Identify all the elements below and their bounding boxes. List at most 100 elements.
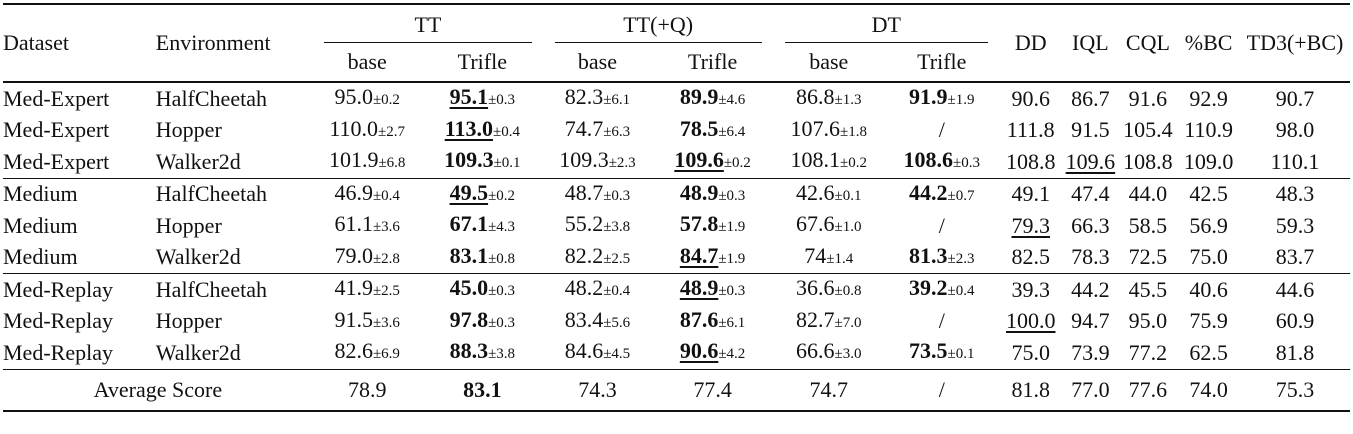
cell-value: 62.5: [1189, 339, 1228, 365]
cell-value: 40.6: [1189, 276, 1228, 302]
baseline-cell: 78.3: [1062, 242, 1119, 274]
score-cell: 101.9±6.8: [313, 146, 422, 178]
cell-std: ±1.9: [947, 92, 975, 108]
cell-value: 101.9: [328, 147, 379, 172]
cell-value: 49.5: [449, 179, 489, 205]
cell-std: ±6.4: [718, 123, 746, 140]
cell-value: 109.6: [1065, 148, 1116, 174]
row-environment: Hopper: [155, 212, 222, 238]
cell-value: 48.3: [1275, 181, 1315, 206]
header-group-ttq-label: TT(+Q): [623, 12, 694, 37]
row-environment: Walker2d: [155, 148, 241, 174]
cell-value: 66.6: [796, 338, 835, 363]
cell-std: ±2.5: [603, 250, 631, 267]
cell-value: 91.9: [909, 84, 948, 109]
cell-value: 74.7: [809, 376, 849, 402]
cell-value: 108.1: [790, 147, 841, 172]
cell-value: 49.1: [1011, 181, 1050, 206]
row-environment: Walker2d: [155, 244, 241, 269]
cell-value: 39.2: [909, 275, 948, 300]
header-sub-dt-trifle: Trifle: [917, 49, 967, 74]
average-label: Average Score: [3, 368, 313, 411]
cell-value: 74.7: [564, 115, 604, 141]
score-cell: 91.9±1.9: [884, 81, 1000, 115]
score-cell: 67.1±4.3: [422, 210, 543, 242]
cell-std: ±6.1: [718, 314, 746, 331]
baseline-cell: 44.2: [1062, 273, 1119, 306]
cell-std: ±1.3: [834, 92, 862, 108]
table-row: Med-Expert Walker2d 101.9±6.8 109.3±0.1 109.…: [3, 146, 1350, 178]
cell-std: ±4.5: [603, 346, 631, 362]
cell-value: 107.6: [790, 115, 841, 141]
score-cell: /: [884, 115, 999, 147]
score-cell: 48.9±0.3: [651, 177, 774, 210]
table-row: Med-Replay Hopper 91.5±3.6 97.8±0.3 83.4±5.6…: [3, 306, 1350, 338]
score-cell: 83.4±5.6: [543, 306, 652, 338]
cell-value: /: [938, 212, 945, 238]
header-dd: DD: [1014, 30, 1047, 55]
header-group-dt-label: DT: [871, 12, 901, 37]
score-cell: 109.3±0.1: [422, 146, 543, 178]
baseline-cell: 83.7: [1240, 242, 1350, 274]
cell-value: 77.0: [1071, 376, 1110, 402]
score-cell: 48.2±0.4: [543, 273, 652, 306]
baseline-cell: 109.0: [1177, 146, 1240, 178]
cell-value: 36.6: [796, 275, 835, 300]
cell-value: /: [938, 308, 945, 333]
cell-value: 95.0: [1128, 308, 1168, 333]
header-iql: IQL: [1072, 30, 1109, 55]
cell-value: 82.5: [1011, 244, 1050, 269]
score-cell: 82.7±7.0: [773, 306, 884, 338]
score-cell: 86.8±1.3: [773, 81, 885, 115]
header-group-tt: TT: [313, 4, 543, 43]
row-environment: Walker2d: [155, 339, 241, 365]
row-environment: HalfCheetah: [155, 177, 313, 210]
cell-std: ±0.3: [718, 187, 746, 204]
header-td3bc: TD3(+BC): [1246, 30, 1344, 55]
cell-value: 60.9: [1275, 308, 1315, 333]
score-cell: 55.2±3.8: [543, 210, 652, 242]
cell-value: 48.7: [564, 179, 604, 205]
cell-value: 83.1: [463, 376, 502, 402]
baseline-cell: 81.8: [1240, 337, 1350, 369]
cell-value: 66.3: [1071, 212, 1110, 238]
results-table: Dataset Environment TT TT(+Q) DT DD IQL …: [3, 3, 1350, 412]
cell-value: /: [938, 117, 945, 142]
average-baseline-cell: 75.3: [1240, 368, 1350, 411]
cell-value: 83.1: [449, 242, 489, 268]
baseline-cell: 108.8: [999, 146, 1062, 178]
header-sub-ttq-base: base: [577, 49, 617, 74]
baseline-cell: 91.5: [1062, 115, 1119, 147]
score-cell: 67.6±1.0: [773, 210, 884, 242]
baseline-cell: 45.5: [1118, 273, 1178, 306]
cell-std: ±0.3: [488, 314, 516, 331]
cell-value: 84.7: [679, 242, 719, 268]
baseline-cell: 91.6: [1118, 81, 1178, 115]
cell-value: 78.9: [347, 376, 387, 402]
baseline-cell: 100.0: [999, 306, 1062, 338]
row-dataset: Med-Expert: [3, 148, 110, 174]
baseline-cell: 111.8: [999, 115, 1062, 147]
average-score-cell: 77.4: [651, 368, 774, 411]
cell-value: 74.3: [578, 376, 617, 402]
baseline-cell: 98.0: [1240, 115, 1350, 147]
average-row: Average Score 78.9 83.1 74.3 77.4 74.7 / 81.8 77…: [3, 368, 1350, 411]
average-score-cell: 74.3: [543, 368, 652, 411]
average-baseline-cell: 81.8: [999, 368, 1063, 411]
baseline-cell: 56.9: [1177, 210, 1240, 242]
baseline-cell: 58.5: [1119, 210, 1178, 242]
cell-std: ±0.2: [372, 92, 400, 108]
cell-value: 77.2: [1128, 339, 1168, 365]
cell-std: ±0.1: [493, 155, 521, 171]
score-cell: 84.6±4.5: [543, 337, 652, 369]
baseline-cell: 95.0: [1119, 306, 1178, 338]
table-row: Medium Hopper 61.1±3.6 67.1±4.3 55.2±3.8 57.8…: [3, 210, 1350, 242]
score-cell: 48.9±0.3: [651, 273, 774, 306]
score-cell: 61.1±3.6: [313, 210, 422, 242]
cell-value: 77.4: [693, 376, 732, 402]
cell-value: 41.9: [334, 275, 373, 300]
cell-value: 73.5: [909, 338, 948, 363]
cell-std: ±4.2: [718, 346, 746, 362]
cell-std: ±0.4: [947, 283, 975, 299]
cell-std: ±2.5: [372, 283, 400, 299]
